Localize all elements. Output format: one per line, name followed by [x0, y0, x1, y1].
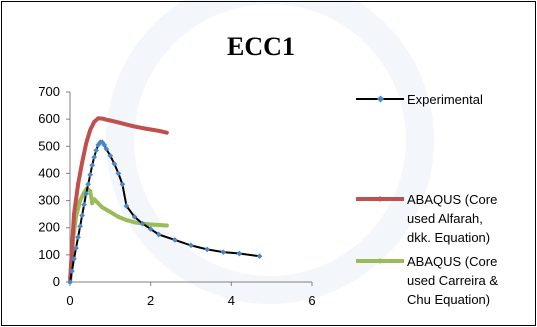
data-point: [101, 142, 108, 148]
data-point: [156, 129, 161, 133]
data-point: [84, 141, 88, 146]
data-point: [75, 234, 81, 241]
data-point: [140, 126, 145, 130]
data-point: [92, 197, 96, 202]
legend-marker: [377, 196, 383, 202]
data-point: [93, 147, 100, 154]
data-point: [148, 127, 153, 132]
data-point: [88, 128, 92, 132]
legend-marker: [377, 258, 383, 264]
y-tick-label: 300: [38, 193, 60, 208]
data-point: [80, 160, 84, 165]
data-point: [220, 249, 227, 255]
data-point: [78, 198, 82, 203]
data-point: [83, 190, 89, 197]
data-point: [236, 250, 243, 257]
data-point: [131, 214, 138, 220]
chart-title: ECC1: [227, 32, 295, 61]
data-point: [132, 220, 137, 225]
y-tick-label: 0: [53, 274, 60, 289]
data-point: [165, 223, 169, 228]
data-point: [256, 253, 263, 260]
data-point: [72, 212, 76, 216]
data-point: [73, 245, 79, 251]
data-point: [100, 205, 105, 210]
data-point: [81, 201, 87, 208]
data-point: [71, 256, 77, 262]
data-point: [108, 118, 113, 123]
data-point: [89, 162, 96, 169]
data-point: [188, 242, 194, 249]
legend: Experimental ABAQUS (Core used Alfarah, dkk…: [356, 92, 498, 307]
y-tick-label: 600: [38, 111, 60, 126]
axis-ticks: 0 100 200 300 400 500 600 700 0 2 4 6: [38, 84, 315, 308]
data-point: [204, 246, 210, 253]
data-point: [88, 189, 92, 193]
data-point: [124, 122, 129, 127]
data-point: [148, 222, 153, 227]
data-point: [96, 201, 101, 206]
series-group: [67, 116, 263, 285]
y-tick-label: 500: [38, 138, 60, 153]
y-tick-label: 700: [38, 84, 60, 99]
data-point: [107, 152, 114, 159]
data-point: [90, 201, 94, 206]
x-tick-label: 4: [228, 293, 235, 308]
watermark: [106, 0, 434, 304]
legend-label-2: ABAQUS (Core: [407, 254, 497, 269]
data-point: [116, 215, 121, 219]
data-point: [119, 181, 126, 188]
data-point: [139, 220, 146, 227]
data-point: [79, 212, 85, 219]
data-point: [96, 116, 101, 121]
x-tick-label: 0: [66, 293, 73, 308]
data-point: [115, 170, 122, 177]
data-point: [124, 218, 129, 222]
data-point: [76, 182, 80, 187]
legend-label-2: used Carreira &: [407, 273, 498, 288]
data-point: [108, 210, 113, 214]
data-point: [91, 154, 98, 160]
y-tick-label: 100: [38, 247, 60, 262]
data-point: [104, 117, 109, 122]
data-point: [116, 120, 121, 125]
legend-label-1: used Alfarah,: [407, 211, 483, 226]
data-point: [123, 203, 130, 209]
legend-label-0: Experimental: [407, 92, 483, 107]
legend-marker: [376, 95, 385, 103]
data-point: [100, 116, 105, 121]
x-tick-label: 2: [147, 293, 154, 308]
x-tick-label: 6: [308, 293, 315, 308]
data-point: [92, 120, 96, 124]
data-point: [111, 161, 118, 167]
data-point: [165, 130, 169, 135]
data-point: [155, 231, 162, 238]
data-point: [85, 181, 91, 188]
data-point: [67, 279, 73, 285]
y-tick-label: 400: [38, 165, 60, 180]
data-point: [156, 223, 161, 227]
data-point: [132, 124, 137, 129]
y-tick-label: 200: [38, 220, 60, 235]
data-point: [172, 237, 178, 243]
data-point: [87, 171, 93, 178]
legend-label-1: dkk. Equation): [407, 230, 490, 245]
data-point: [69, 268, 75, 274]
legend-label-1: ABAQUS (Core: [407, 192, 497, 207]
legend-label-2: Chu Equation): [407, 292, 490, 307]
data-point: [147, 226, 154, 232]
data-point: [77, 223, 83, 230]
data-point: [103, 146, 110, 152]
